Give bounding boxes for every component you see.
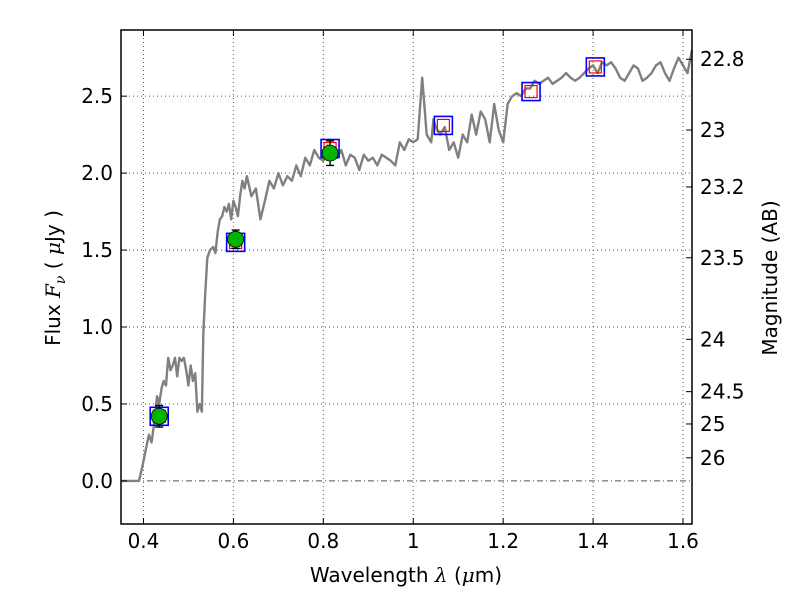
magnitude-tick-label: 23 (700, 118, 725, 142)
magnitude-tick-label: 24 (700, 327, 725, 351)
x-tick-label: 1 (407, 529, 420, 553)
plot-frame (120, 29, 693, 525)
observed-point (321, 144, 339, 162)
x-tick-label: 0.6 (217, 529, 249, 553)
model-box (585, 57, 606, 77)
model-point (436, 118, 450, 133)
spectrum-line (121, 49, 694, 483)
magnitude-axis-label: Magnitude (AB) (758, 200, 782, 355)
x-tick-label: 0.8 (307, 529, 339, 553)
x-tick-label: 0.4 (128, 529, 160, 553)
x-tick-label: 1.6 (667, 529, 699, 553)
magnitude-tick-label: 25 (700, 412, 725, 436)
magnitude-tick-label: 23.2 (700, 175, 745, 199)
observed-point (227, 230, 245, 248)
magnitude-tick-label: 22.8 (700, 47, 745, 71)
y-tick-label: 0.0 (81, 469, 113, 493)
y-axis-label: Flux Fν ( μJy ) (41, 210, 69, 346)
y-tick-label: 0.5 (81, 392, 113, 416)
y-tick-label: 2.0 (81, 161, 113, 185)
model-point (524, 84, 538, 99)
y-tick-label: 1.5 (81, 238, 113, 262)
model-point (588, 60, 602, 74)
x-tick-label: 1.4 (577, 529, 609, 553)
x-axis-label: Wavelength λ (μm) (310, 563, 502, 587)
observed-point (150, 407, 168, 425)
magnitude-tick-label: 24.5 (700, 380, 745, 404)
model-box (433, 115, 454, 136)
axis-ticks: 0.4 0.6 0.8 1 1.2 1.4 1.6 0.0 0.5 1.0 1.5 2.0 2.5 22.… (81, 30, 745, 553)
y-tick-label: 2.5 (81, 84, 113, 108)
photometry-marks (149, 57, 606, 428)
y-tick-label: 1.0 (81, 315, 113, 339)
magnitude-tick-label: 26 (700, 446, 725, 470)
model-box (521, 81, 541, 102)
x-tick-label: 1.2 (487, 529, 519, 553)
magnitude-tick-label: 23.5 (700, 246, 745, 270)
